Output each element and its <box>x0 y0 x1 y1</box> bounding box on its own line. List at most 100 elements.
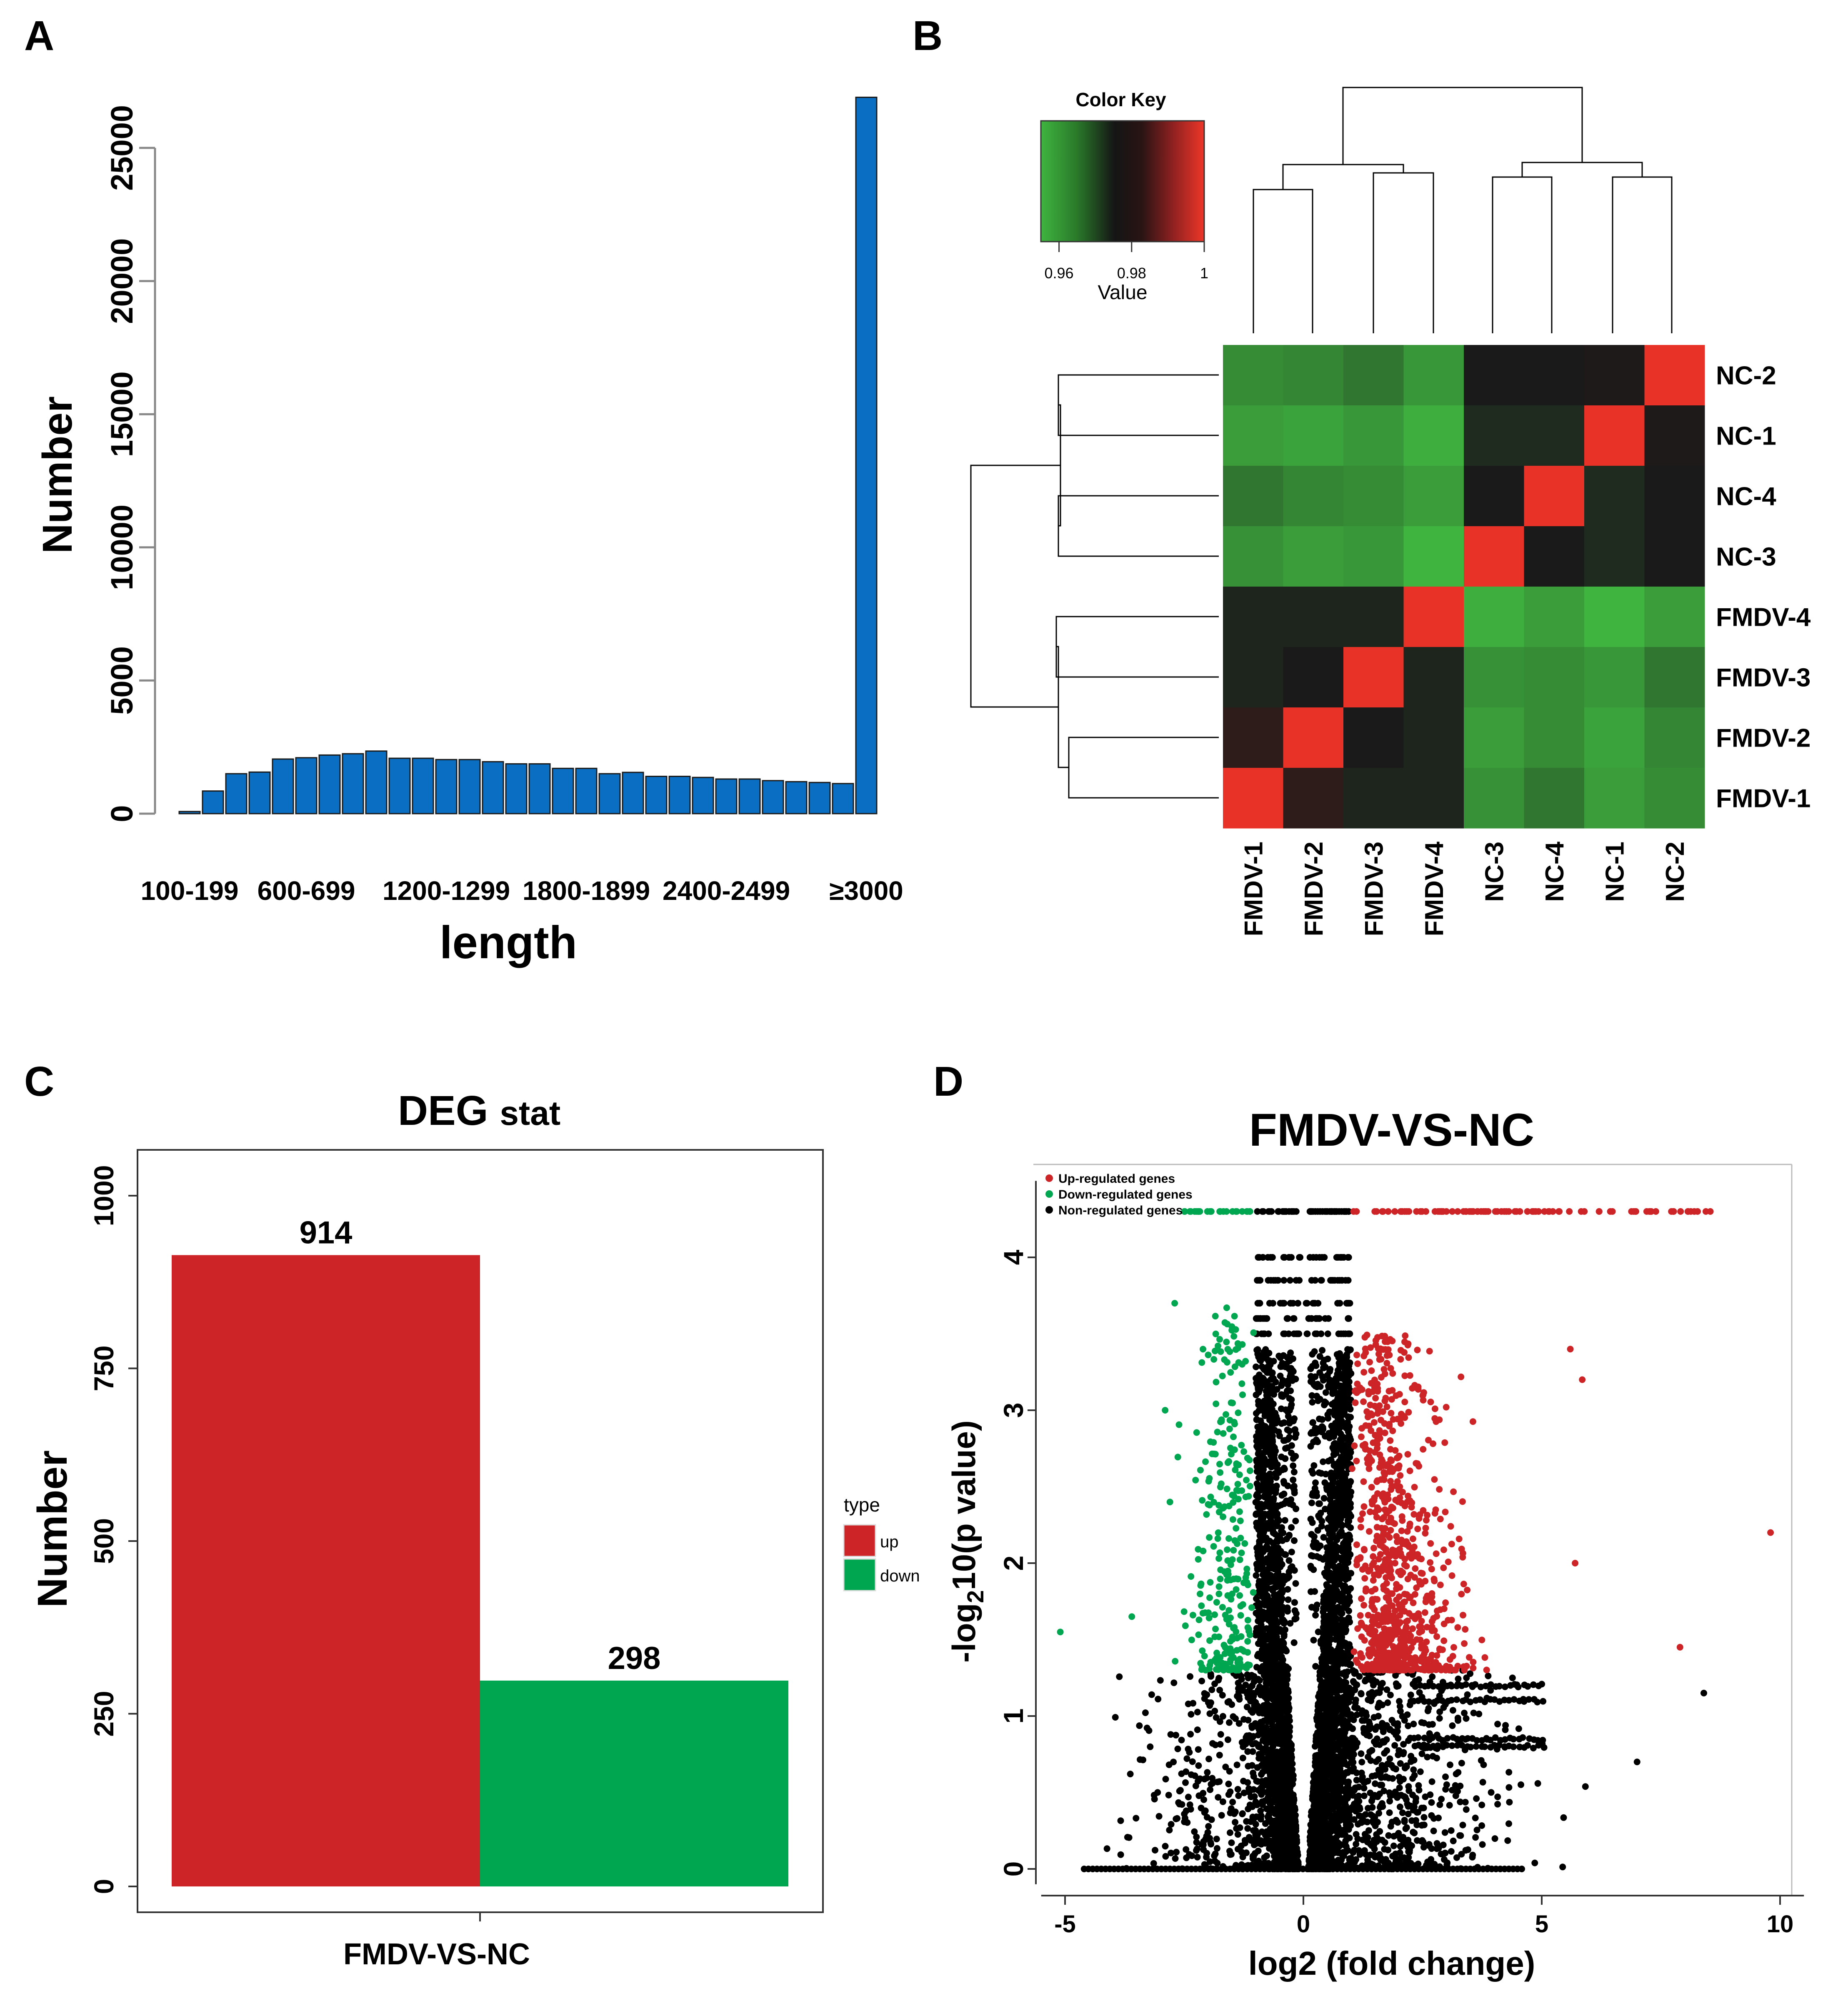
c-title-suffix: stat <box>500 1094 560 1132</box>
a-bar-1900-1999 <box>598 773 621 814</box>
d-point-non <box>1275 1469 1282 1476</box>
b-row-dendrogram <box>970 374 1219 799</box>
b-col-label: NC-4 <box>1540 841 1569 902</box>
d-point-non <box>1317 1542 1324 1549</box>
b-cell-NC-2-NC-1 <box>1584 345 1645 406</box>
d-point-non <box>1330 1451 1337 1458</box>
c-y-tick-label: 0 <box>88 1879 119 1894</box>
d-point-non <box>1309 1351 1316 1358</box>
b-row-label: NC-3 <box>1716 543 1776 572</box>
b-cell-NC-4-FMDV-3 <box>1343 466 1404 527</box>
b-col-label: NC-2 <box>1661 842 1690 902</box>
d-point-non <box>1331 1406 1338 1413</box>
a-x-tick-label: 1200-1299 <box>383 876 510 906</box>
a-bar-600-699 <box>295 757 318 814</box>
d-point-non <box>1253 1363 1260 1370</box>
panel-letter-d: D <box>933 1058 963 1105</box>
d-point-non <box>1310 1462 1318 1469</box>
c-y-tick-label: 500 <box>88 1518 119 1564</box>
a-bar-1200-1299 <box>435 759 458 814</box>
d-point-non <box>1240 1789 1248 1796</box>
b-cell-FMDV-2-NC-2 <box>1644 707 1705 768</box>
b-col-label: NC-3 <box>1480 842 1509 902</box>
c-data-label-down: 298 <box>608 1641 661 1676</box>
b-cell-NC-4-NC-2 <box>1644 466 1705 527</box>
a-bars <box>178 97 878 814</box>
d-point-non <box>1309 1399 1316 1406</box>
b-column-dendrogram <box>1253 87 1673 333</box>
b-col-label: FMDV-2 <box>1300 842 1328 936</box>
b-col-label: FMDV-4 <box>1420 841 1449 936</box>
d-point-non <box>1319 1373 1326 1380</box>
b-cell-FMDV-3-NC-4 <box>1524 647 1585 708</box>
d-point-non <box>1268 1406 1275 1413</box>
d-point-non <box>1329 1617 1336 1624</box>
d-point-non <box>1284 1586 1291 1593</box>
b-cell-NC-4-FMDV-1 <box>1223 466 1283 527</box>
d-point-non <box>1322 1506 1329 1513</box>
b-cell-FMDV-1-FMDV-1 <box>1223 768 1283 829</box>
b-cell-NC-3-NC-3 <box>1464 526 1524 587</box>
c-x-axis-label: FMDV-VS-NC <box>343 1938 530 1971</box>
b-cell-FMDV-1-FMDV-2 <box>1283 768 1344 829</box>
a-bar-500-599 <box>272 758 294 814</box>
d-point-non <box>1281 1500 1288 1507</box>
d-point-non <box>1268 1513 1275 1520</box>
b-col-label: FMDV-3 <box>1360 842 1388 936</box>
d-point-non <box>1245 1716 1252 1724</box>
d-point-non <box>1273 1474 1280 1481</box>
d-point-non <box>1275 1428 1282 1435</box>
b-cell-FMDV-1-NC-1 <box>1584 768 1645 829</box>
d-point-non <box>1339 1473 1346 1480</box>
b-cell-NC-4-FMDV-4 <box>1403 466 1464 527</box>
b-cell-FMDV-1-NC-4 <box>1524 768 1585 829</box>
b-row-label: FMDV-1 <box>1716 784 1810 813</box>
a-bar-2000-2099 <box>622 772 644 814</box>
b-cell-FMDV-4-NC-2 <box>1644 587 1705 647</box>
d-point-non <box>1274 1511 1281 1518</box>
b-cell-FMDV-3-NC-2 <box>1644 647 1705 708</box>
d-point-non <box>1347 1524 1354 1531</box>
d-point-non <box>1319 1347 1326 1354</box>
d-point-non <box>1268 1585 1275 1592</box>
d-point-non <box>1308 1467 1315 1474</box>
a-bar-1500-1599 <box>505 763 528 814</box>
b-cell-FMDV-4-NC-4 <box>1524 587 1585 647</box>
c-legend-label-down: down <box>880 1567 920 1585</box>
d-point-non <box>1348 1489 1355 1496</box>
d-point-non <box>1308 1552 1315 1559</box>
d-point-non <box>1345 1347 1353 1354</box>
b-row-label: NC-2 <box>1716 362 1776 390</box>
d-point-non <box>1310 1533 1318 1540</box>
d-point-non <box>1320 1618 1328 1625</box>
b-cell-NC-1-FMDV-1 <box>1223 405 1283 466</box>
b-cell-NC-4-FMDV-2 <box>1283 466 1344 527</box>
a-x-tick-label: 100-199 <box>141 876 239 906</box>
b-cell-FMDV-2-FMDV-3 <box>1343 707 1404 768</box>
b-cell-FMDV-2-NC-3 <box>1464 707 1524 768</box>
d-point-non <box>1286 1395 1293 1402</box>
b-color-key-ticks: 0.96 0.98 1 <box>1045 242 1208 282</box>
d-point-non <box>1267 1643 1274 1650</box>
d-point-non <box>1269 1653 1276 1660</box>
d-point-non <box>1314 1707 1321 1714</box>
b-cell-NC-3-FMDV-1 <box>1223 526 1283 587</box>
c-legend-label-up: up <box>880 1533 899 1551</box>
d-point-non <box>1293 1430 1300 1437</box>
d-point-non <box>1323 1624 1330 1631</box>
a-bar-2600-2699 <box>762 780 784 814</box>
c-legend-swatch-up <box>843 1524 876 1557</box>
d-point-non <box>1329 1427 1336 1434</box>
a-bar-1800-1899 <box>575 767 598 814</box>
d-point-non <box>1310 1636 1317 1644</box>
b-cell-NC-1-FMDV-4 <box>1403 405 1464 466</box>
b-cell-NC-4-NC-1 <box>1584 466 1645 527</box>
d-point-non <box>1257 1530 1264 1537</box>
c-y-tick-label: 1000 <box>88 1165 119 1227</box>
d-point-non <box>1308 1564 1315 1571</box>
